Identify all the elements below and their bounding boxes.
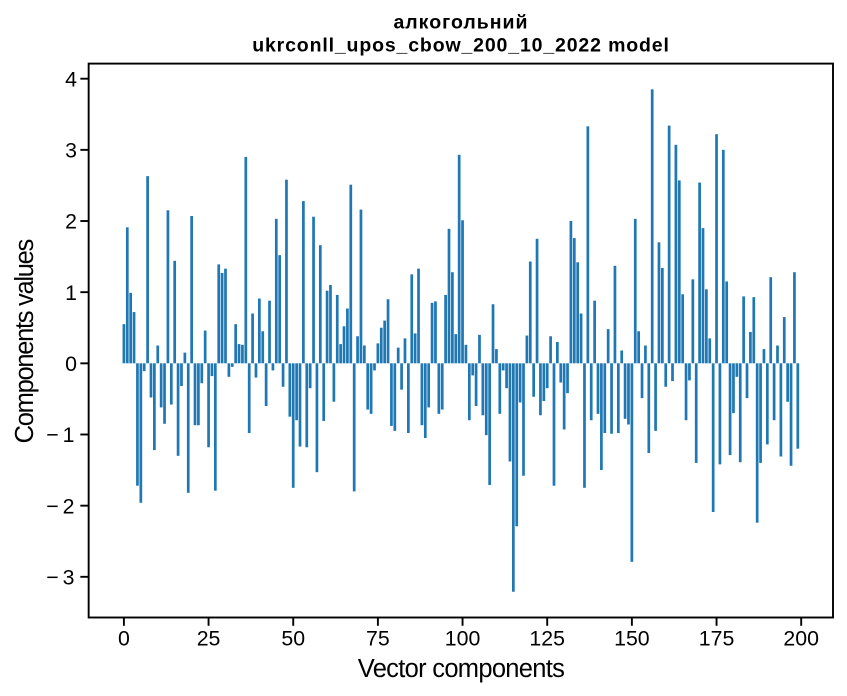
svg-text:2: 2 [65,210,77,234]
svg-text:200: 200 [783,627,819,651]
svg-text:−3: −3 [46,565,78,589]
svg-text:3: 3 [65,138,77,162]
svg-text:ukrconll_upos_cbow_200_10_2022: ukrconll_upos_cbow_200_10_2022 model [252,35,670,57]
svg-text:125: 125 [529,627,565,651]
svg-text:алкогольний: алкогольний [393,12,528,34]
svg-text:1: 1 [65,281,77,305]
svg-text:0: 0 [65,352,77,376]
svg-text:−2: −2 [46,494,78,518]
svg-text:50: 50 [281,627,305,651]
svg-text:75: 75 [366,627,390,651]
svg-text:25: 25 [197,627,221,651]
svg-text:4: 4 [65,67,77,91]
svg-text:100: 100 [445,627,481,651]
svg-text:0: 0 [118,627,130,651]
svg-text:Vector components: Vector components [358,655,564,683]
svg-text:Components values: Components values [11,240,39,444]
svg-text:175: 175 [699,627,735,651]
svg-text:150: 150 [614,627,650,651]
svg-text:−1: −1 [46,423,78,447]
